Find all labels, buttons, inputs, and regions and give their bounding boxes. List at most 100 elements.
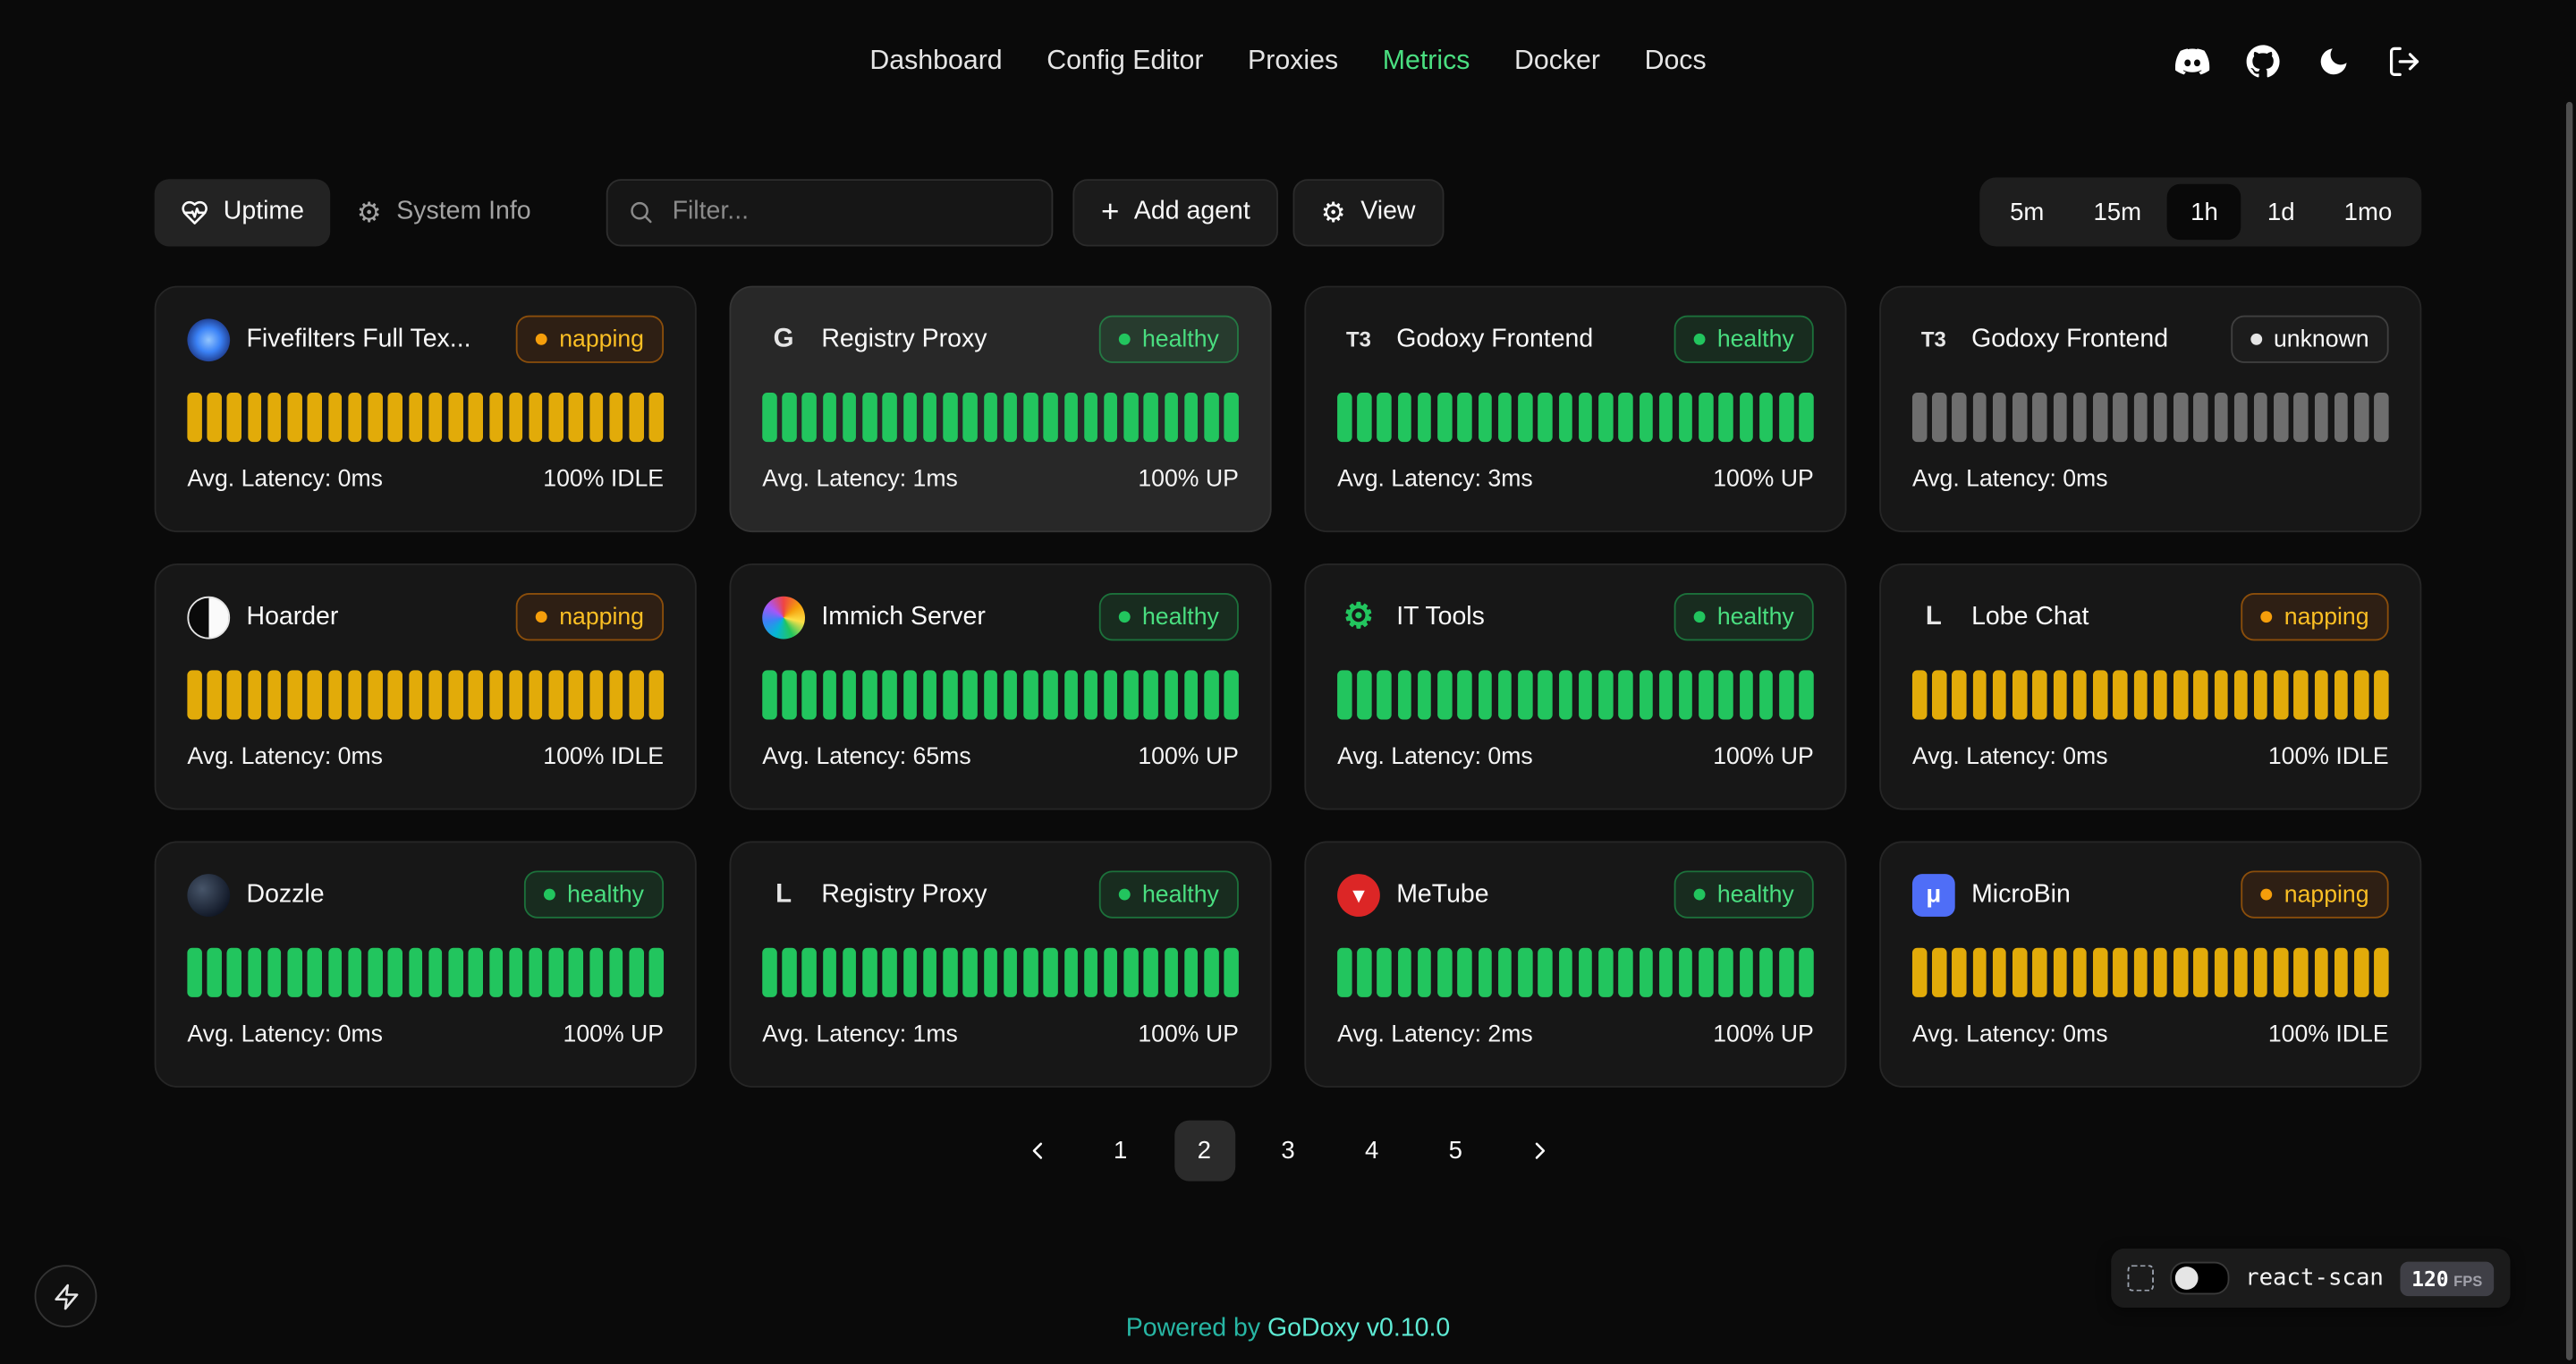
uptime-bar <box>1144 392 1158 443</box>
uptime-bar <box>2012 947 2027 997</box>
status-label: healthy <box>1141 326 1219 352</box>
pagination-prev-button[interactable] <box>1006 1121 1067 1182</box>
nav-dashboard[interactable]: Dashboard <box>869 45 1003 75</box>
uptime-bar <box>862 947 877 997</box>
uptime-bar <box>822 670 837 720</box>
uptime-percent-label: 100% IDLE <box>543 466 665 494</box>
status-badge: napping <box>516 593 665 641</box>
uptime-bar <box>962 392 978 443</box>
pagination-page-5[interactable]: 5 <box>1448 1137 1463 1165</box>
service-card[interactable]: ▾ MeTube healthy Avg. Latency: 2ms 100% … <box>1304 841 1847 1088</box>
chevron-left-icon <box>1022 1137 1050 1165</box>
service-icon <box>187 318 231 361</box>
uptime-bar <box>2113 947 2128 997</box>
uptime-bar <box>187 392 201 443</box>
pagination-page-1[interactable]: 1 <box>1113 1137 1128 1165</box>
uptime-bar <box>1992 947 2007 997</box>
uptime-bar <box>1952 670 1967 720</box>
service-card[interactable]: Fivefilters Full Tex... napping Avg. Lat… <box>154 285 697 533</box>
uptime-bars <box>187 947 664 997</box>
quick-actions-button[interactable] <box>34 1265 97 1328</box>
system-info-tab-button[interactable]: ⚙ System Info <box>330 178 557 245</box>
uptime-bar <box>1063 670 1078 720</box>
uptime-bar <box>1972 392 1987 443</box>
uptime-bar <box>1144 670 1158 720</box>
uptime-bar <box>1224 947 1239 997</box>
pagination-next-button[interactable] <box>1509 1121 1570 1182</box>
uptime-bar <box>1578 392 1593 443</box>
status-label: healthy <box>567 881 644 908</box>
uptime-bar <box>448 392 463 443</box>
time-range-1h[interactable]: 1h <box>2167 183 2241 241</box>
logout-icon[interactable] <box>2387 44 2422 79</box>
uptime-bar <box>2153 392 2168 443</box>
pagination-page-4[interactable]: 4 <box>1365 1137 1379 1165</box>
uptime-bar <box>762 392 776 443</box>
uptime-bar <box>1518 392 1532 443</box>
service-card[interactable]: T3 Godoxy Frontend unknown Avg. Latency:… <box>1879 285 2422 533</box>
pagination-page-3[interactable]: 3 <box>1281 1137 1295 1165</box>
service-name: Registry Proxy <box>821 324 987 352</box>
uptime-bar <box>308 392 322 443</box>
uptime-tab-button[interactable]: Uptime <box>154 178 331 246</box>
uptime-bar <box>1457 392 1472 443</box>
uptime-bar <box>1204 947 1219 997</box>
uptime-bar <box>1003 947 1018 997</box>
uptime-bar <box>408 392 423 443</box>
service-card[interactable]: T3 Godoxy Frontend healthy Avg. Latency:… <box>1304 285 1847 533</box>
godoxy-brand-link[interactable]: GoDoxy <box>1267 1314 1360 1343</box>
view-button[interactable]: ⚙ View <box>1292 178 1444 246</box>
time-range-15m[interactable]: 15m <box>2093 198 2142 226</box>
service-name: Immich Server <box>821 602 986 631</box>
uptime-bar <box>1497 670 1513 720</box>
uptime-bar <box>569 670 583 720</box>
top-navbar: Dashboard Config Editor Proxies Metrics … <box>0 0 2576 122</box>
uptime-bar <box>2133 670 2148 720</box>
scrollbar-thumb[interactable] <box>2565 101 2573 1360</box>
powered-by-label: Powered by <box>1125 1314 1261 1343</box>
uptime-bar <box>267 947 282 997</box>
service-card-header: T3 Godoxy Frontend healthy <box>1337 315 1814 363</box>
uptime-bar <box>1578 670 1593 720</box>
uptime-bar <box>629 392 644 443</box>
service-card[interactable]: Hoarder napping Avg. Latency: 0ms 100% I… <box>154 563 697 810</box>
react-scan-toggle[interactable] <box>2169 1261 2229 1295</box>
nav-config-editor[interactable]: Config Editor <box>1046 45 1204 75</box>
nav-docs[interactable]: Docs <box>1644 45 1707 75</box>
service-card[interactable]: ⚙ IT Tools healthy Avg. Latency: 0ms 100… <box>1304 563 1847 810</box>
uptime-bar <box>1478 670 1493 720</box>
add-agent-button[interactable]: + Add agent <box>1072 178 1278 246</box>
service-card[interactable]: L Lobe Chat napping Avg. Latency: 0ms 10… <box>1879 563 2422 810</box>
avg-latency-label: Avg. Latency: 2ms <box>1337 1021 1533 1048</box>
scan-area-icon[interactable] <box>2126 1265 2154 1292</box>
uptime-bar <box>923 670 937 720</box>
time-range-5m[interactable]: 5m <box>2010 198 2045 226</box>
nav-metrics[interactable]: Metrics <box>1382 45 1470 75</box>
status-badge: healthy <box>1099 870 1239 919</box>
theme-toggle-moon-icon[interactable] <box>2317 44 2351 79</box>
uptime-percent-label: 100% UP <box>1138 1021 1239 1048</box>
service-card[interactable]: L Registry Proxy healthy Avg. Latency: 1… <box>729 841 1272 1088</box>
service-card[interactable]: Immich Server healthy Avg. Latency: 65ms… <box>729 563 1272 810</box>
avg-latency-label: Avg. Latency: 1ms <box>762 1021 958 1048</box>
service-card-footer: Avg. Latency: 3ms 100% UP <box>1337 467 1814 493</box>
uptime-bar <box>2274 947 2289 997</box>
service-card[interactable]: G Registry Proxy healthy Avg. Latency: 1… <box>729 285 1272 533</box>
nav-proxies[interactable]: Proxies <box>1248 45 1339 75</box>
github-icon[interactable] <box>2246 44 2281 79</box>
uptime-bar <box>2093 670 2107 720</box>
pagination-page-2[interactable]: 2 <box>1174 1120 1235 1182</box>
service-card[interactable]: Dozzle healthy Avg. Latency: 0ms 100% UP <box>154 841 697 1088</box>
time-range-1mo[interactable]: 1mo <box>2343 198 2393 226</box>
uptime-bar <box>1063 392 1078 443</box>
nav-docker[interactable]: Docker <box>1513 45 1600 75</box>
uptime-bar <box>1992 670 2007 720</box>
uptime-bar <box>782 670 797 720</box>
service-card[interactable]: μ MicroBin napping Avg. Latency: 0ms 100… <box>1879 841 2422 1088</box>
filter-input[interactable] <box>668 195 1032 229</box>
uptime-bar <box>1739 947 1754 997</box>
discord-icon[interactable] <box>2174 44 2210 79</box>
uptime-bar <box>609 392 623 443</box>
uptime-bar <box>1377 670 1392 720</box>
time-range-1d[interactable]: 1d <box>2267 198 2295 226</box>
